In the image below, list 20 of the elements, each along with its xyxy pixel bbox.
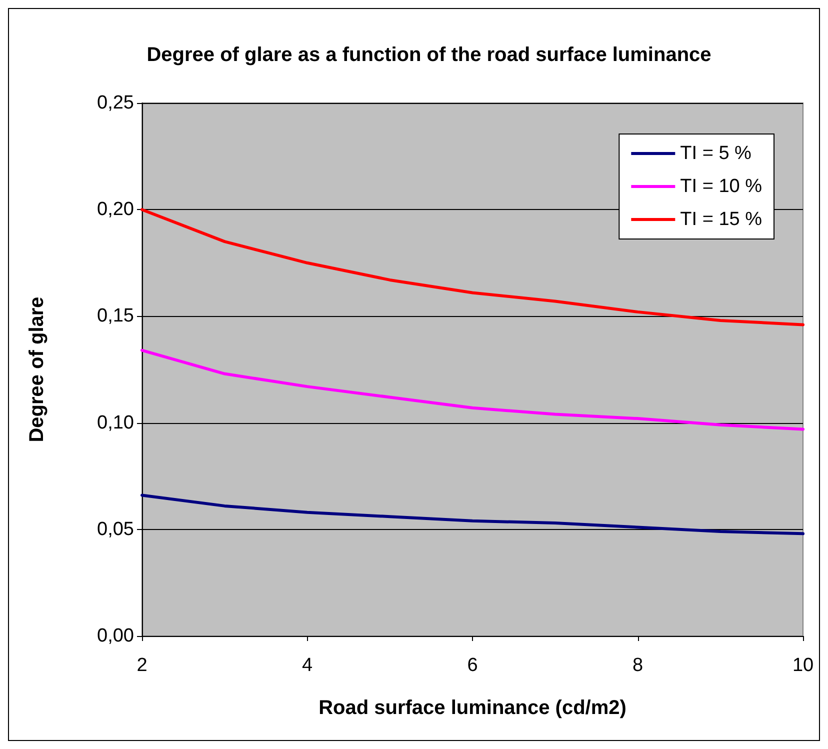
- x-tick-label: 10: [792, 655, 814, 676]
- line-series: [140, 348, 804, 431]
- line-series: [140, 208, 804, 326]
- x-tick-label: 4: [302, 655, 313, 676]
- y-tick-label: 0,25: [97, 92, 134, 114]
- x-tick-label: 2: [136, 655, 148, 676]
- x-tick-label: 6: [467, 655, 478, 676]
- legend-label: TI = 15 %: [680, 209, 762, 230]
- legend-label: TI = 10 %: [680, 176, 762, 197]
- y-tick-label: 0,05: [97, 518, 134, 540]
- x-axis-title: Road surface luminance (cd/m2): [318, 697, 626, 719]
- chart-title: Degree of glare as a function of the road surface luminance: [146, 44, 712, 66]
- legend-label: TI = 5 %: [680, 143, 752, 164]
- y-tick-label: 0,10: [97, 412, 134, 434]
- line-series: [140, 494, 804, 536]
- x-tick-label: 8: [632, 655, 644, 676]
- y-tick-label: 0,20: [97, 199, 134, 220]
- y-tick-label: 0,15: [97, 306, 134, 327]
- y-tick-label: 0,00: [97, 626, 134, 646]
- y-axis-title: Degree of glare: [26, 296, 48, 442]
